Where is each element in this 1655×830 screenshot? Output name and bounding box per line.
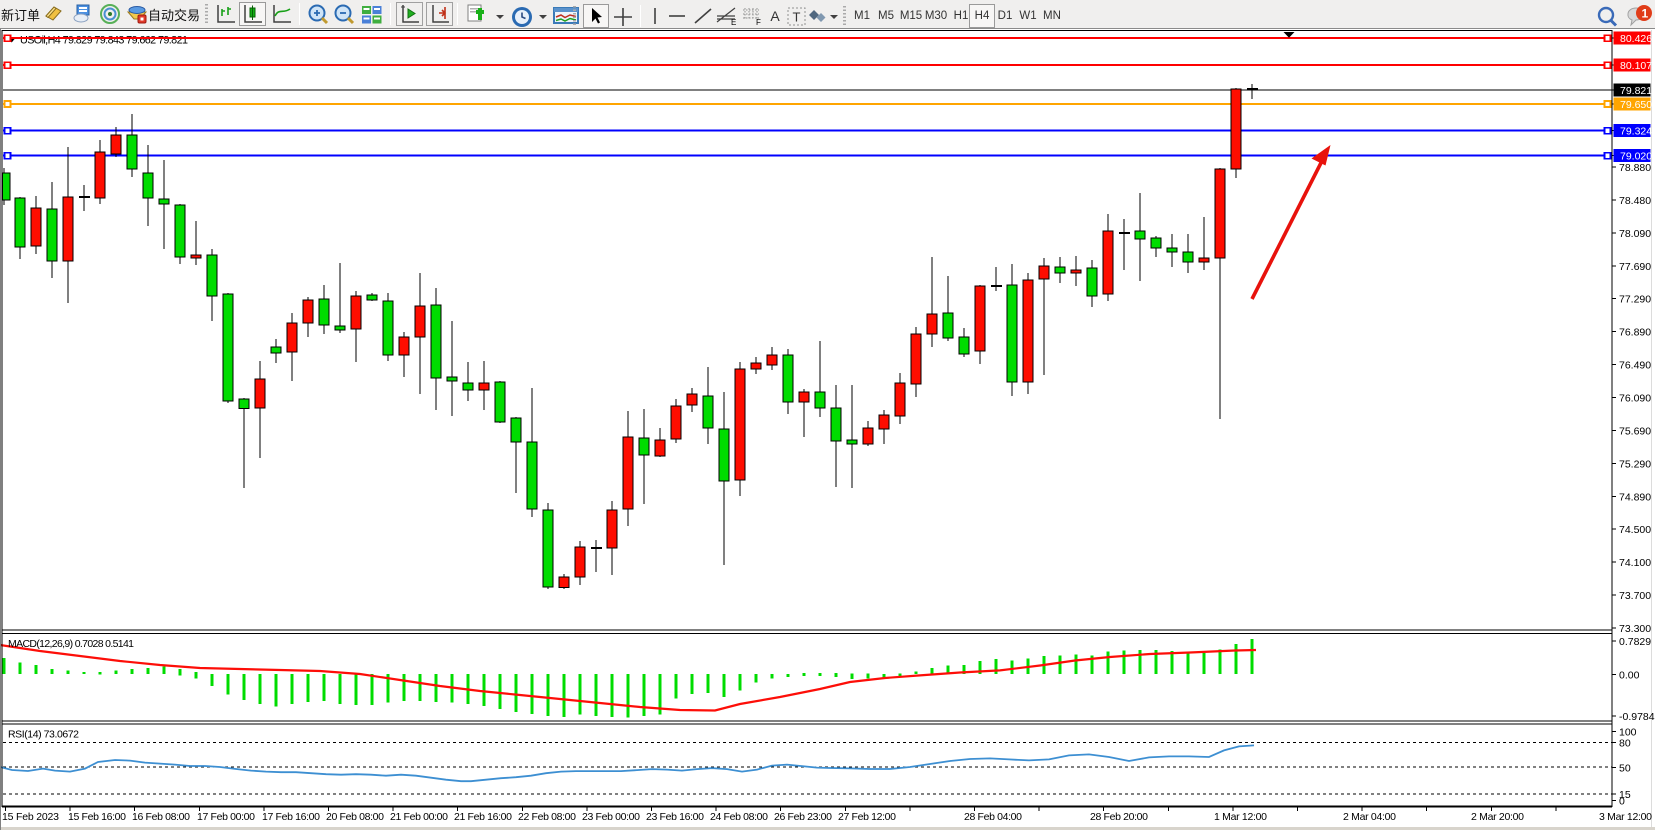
svg-text:1: 1 [1642,7,1649,21]
svg-text:0: 0 [1619,796,1625,808]
svg-text:27 Feb 12:00: 27 Feb 12:00 [838,811,896,823]
svg-text:15 Feb 2023: 15 Feb 2023 [2,811,59,823]
svg-text:2 Mar 04:00: 2 Mar 04:00 [1343,811,1396,823]
svg-text:76.090: 76.090 [1619,393,1651,405]
svg-text:75.690: 75.690 [1619,425,1651,437]
svg-text:0.00: 0.00 [1619,670,1640,682]
svg-text:79.324: 79.324 [1620,126,1652,138]
svg-text:77.290: 77.290 [1619,294,1651,306]
svg-text:80: 80 [1619,738,1631,750]
svg-text:74.100: 74.100 [1619,557,1651,569]
svg-text:17 Feb 16:00: 17 Feb 16:00 [262,811,320,823]
svg-text:2 Mar 20:00: 2 Mar 20:00 [1471,811,1524,823]
svg-text:15 Feb 16:00: 15 Feb 16:00 [68,811,126,823]
svg-text:79.650: 79.650 [1620,99,1652,111]
svg-text:78.880: 78.880 [1619,162,1651,174]
svg-text:74.890: 74.890 [1619,491,1651,503]
svg-text:16 Feb 08:00: 16 Feb 08:00 [132,811,190,823]
svg-text:17 Feb 00:00: 17 Feb 00:00 [197,811,255,823]
svg-text:73.700: 73.700 [1619,590,1651,602]
svg-text:RSI(14) 73.0672: RSI(14) 73.0672 [8,729,79,741]
svg-text:79.020: 79.020 [1620,151,1652,163]
svg-text:23 Feb 00:00: 23 Feb 00:00 [582,811,640,823]
svg-text:28 Feb 20:00: 28 Feb 20:00 [1090,811,1148,823]
svg-text:76.890: 76.890 [1619,327,1651,339]
svg-text:50: 50 [1619,762,1631,774]
svg-text:76.490: 76.490 [1619,360,1651,372]
svg-text:T: T [793,10,801,25]
svg-text:77.690: 77.690 [1619,261,1651,273]
svg-text:24 Feb 08:00: 24 Feb 08:00 [710,811,768,823]
svg-text:USOil,H4 79.829 79.843 79.662: USOil,H4 79.829 79.843 79.662 79.821 [20,35,188,47]
svg-text:80.426: 80.426 [1620,33,1652,45]
svg-text:79.821: 79.821 [1620,85,1652,97]
svg-text:F: F [756,18,761,27]
svg-text:80.107: 80.107 [1620,60,1652,72]
svg-text:26 Feb 23:00: 26 Feb 23:00 [774,811,832,823]
svg-text:15: 15 [1619,789,1631,801]
svg-text:74.500: 74.500 [1619,524,1651,536]
svg-text:21 Feb 16:00: 21 Feb 16:00 [454,811,512,823]
svg-text:20 Feb 08:00: 20 Feb 08:00 [326,811,384,823]
svg-text:100: 100 [1619,727,1637,739]
svg-text:E: E [731,18,736,27]
svg-text:MACD(12,26,9) 0.7028 0.5141: MACD(12,26,9) 0.7028 0.5141 [8,638,134,650]
svg-text:28 Feb 04:00: 28 Feb 04:00 [964,811,1022,823]
svg-text:-0.9784: -0.9784 [1619,711,1655,723]
svg-text:78.090: 78.090 [1619,228,1651,240]
svg-text:23 Feb 16:00: 23 Feb 16:00 [646,811,704,823]
svg-text:0.7829: 0.7829 [1619,636,1651,648]
svg-text:3 Mar 12:00: 3 Mar 12:00 [1599,811,1652,823]
svg-text:21 Feb 00:00: 21 Feb 00:00 [390,811,448,823]
svg-text:75.290: 75.290 [1619,458,1651,470]
svg-text:78.480: 78.480 [1619,195,1651,207]
svg-text:1 Mar 12:00: 1 Mar 12:00 [1214,811,1267,823]
svg-text:73.300: 73.300 [1619,623,1651,635]
svg-text:22 Feb 08:00: 22 Feb 08:00 [518,811,576,823]
